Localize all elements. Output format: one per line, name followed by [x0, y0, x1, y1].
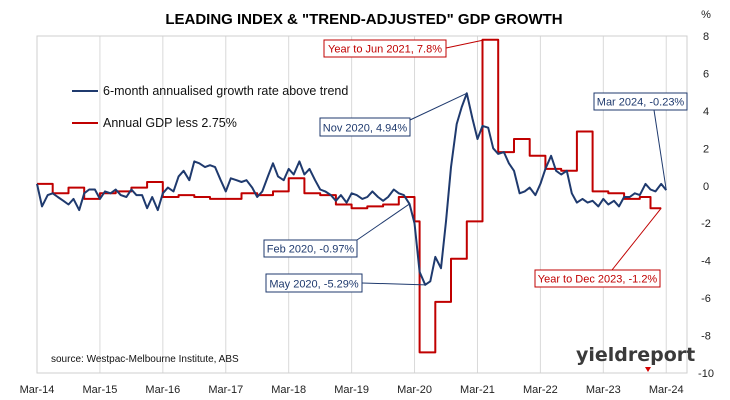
annotation-leader: [361, 282, 426, 286]
y-tick-label: -10: [698, 368, 714, 380]
annotation-box: [534, 269, 661, 288]
logo-wordmark: yieldreport: [576, 344, 695, 366]
y-tick-label: 0: [703, 181, 709, 193]
plot-frame: [36, 35, 688, 374]
annotation-label: Nov 2020, 4.94%: [323, 123, 408, 135]
annotation-label: Feb 2020, -0.97%: [267, 244, 355, 256]
x-tick-label: Mar-15: [83, 384, 118, 396]
x-tick-label: Mar-20: [397, 384, 432, 396]
x-axis: Mar-14 Mar-15 Mar-16 Mar-17 Mar-18 Mar-19 Mar-…: [20, 384, 684, 396]
y-tick-label: -8: [701, 331, 711, 343]
x-tick-label: Mar-19: [334, 384, 369, 396]
annotation: Year to Dec 2023, -1.2%: [534, 207, 662, 288]
y-tick-label: -4: [701, 256, 711, 268]
x-tick-label: Mar-21: [460, 384, 495, 396]
annotation: Mar 2024, -0.23%: [593, 92, 688, 191]
y-tick-label: -2: [701, 218, 711, 230]
x-tick-label: Mar-18: [271, 384, 306, 396]
annotation-label: May 2020, -5.29%: [269, 279, 358, 291]
annotation: Year to Jun 2021, 7.8%: [323, 39, 486, 58]
y-tick-label: 4: [703, 106, 709, 118]
annotation: Nov 2020, 4.94%: [319, 92, 467, 137]
annotation-box: [319, 117, 411, 137]
x-tick-label: Mar-22: [523, 384, 558, 396]
annotation-box: [593, 92, 688, 111]
annotation-label: Year to Dec 2023, -1.2%: [538, 274, 658, 286]
growth-series-line: [36, 92, 667, 286]
annotation-box: [265, 273, 363, 293]
legend-label-gdp: Annual GDP less 2.75%: [103, 116, 237, 130]
annotation: Feb 2020, -0.97%: [263, 203, 410, 258]
series-lines: [36, 38, 667, 354]
y-tick-label: 2: [703, 143, 709, 155]
gdp-series-line: [37, 38, 662, 354]
y-axis: 8 6 4 2 0 -2 -4 -6 -8 -10: [698, 31, 714, 380]
x-tick-label: Mar-24: [649, 384, 684, 396]
annotation-label: Year to Jun 2021, 7.8%: [328, 44, 442, 56]
y-axis-label: %: [701, 9, 711, 21]
source-note: source: Westpac-Melbourne Institute, ABS: [51, 354, 239, 365]
annotation-box: [323, 39, 447, 58]
x-tick-label: Mar-14: [20, 384, 55, 396]
legend: 6-month annualised growth rate above tre…: [72, 84, 348, 130]
yieldreport-logo: yieldreport: [576, 344, 695, 372]
annotations: Year to Jun 2021, 7.8% Nov 2020, 4.94% Mar…: [263, 39, 688, 293]
y-tick-label: 8: [703, 31, 709, 43]
x-tick-label: Mar-23: [586, 384, 621, 396]
annotation-leader: [356, 203, 410, 241]
legend-label-growth: 6-month annualised growth rate above tre…: [103, 84, 348, 98]
annotation-leader: [653, 109, 667, 191]
chart-title: LEADING INDEX & "TREND-ADJUSTED" GDP GRO…: [165, 11, 562, 28]
logo-marker-icon: [645, 367, 651, 372]
y-tick-label: -6: [701, 293, 711, 305]
annotation-leader: [445, 39, 486, 49]
annotation-leader: [611, 207, 662, 271]
annotation-leader: [409, 92, 467, 121]
annotation: May 2020, -5.29%: [265, 273, 426, 293]
x-tick-label: Mar-16: [145, 384, 180, 396]
annotation-box: [263, 239, 358, 258]
x-tick-label: Mar-17: [208, 384, 243, 396]
annotation-label: Mar 2024, -0.23%: [597, 97, 685, 109]
y-tick-label: 6: [703, 68, 709, 80]
